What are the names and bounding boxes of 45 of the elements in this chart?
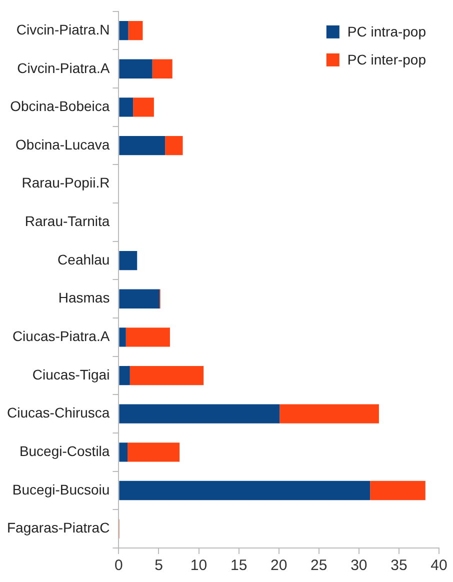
y-tick-label: Obcina-Bobeica <box>10 98 110 114</box>
bar <box>119 289 160 308</box>
y-tick-label: Ciucas-Tigai <box>32 366 110 382</box>
x-tick-label: 40 <box>430 557 448 574</box>
y-tick-label: Ceahlau <box>58 251 110 268</box>
bar <box>152 59 172 78</box>
bar <box>130 366 204 386</box>
x-tick-label: 25 <box>310 557 328 574</box>
bar <box>119 250 138 270</box>
bar <box>165 136 183 156</box>
y-tick-label: Rarau-Tarnita <box>24 213 110 230</box>
bar <box>119 480 370 500</box>
bar <box>128 442 180 462</box>
y-tick-label: Ciucas-Chirusca <box>7 404 110 421</box>
x-tick-label: 35 <box>390 557 408 574</box>
bar <box>128 20 143 40</box>
bar <box>119 328 126 347</box>
y-tick-label: Rarau-Popii.R <box>22 174 110 191</box>
x-tick-label: 15 <box>230 557 248 574</box>
x-tick-label: 30 <box>350 557 368 574</box>
y-tick-label: Bucegi-Bucsoiu <box>12 481 110 498</box>
y-tick-label: Obcina-Lucava <box>16 136 110 152</box>
bar <box>119 98 134 117</box>
bar <box>280 404 379 424</box>
y-tick-label: Bucegi-Costila <box>19 443 110 460</box>
bar <box>126 328 170 347</box>
y-tick-label: Fagaras-PiatraC <box>7 520 110 536</box>
bar <box>119 366 130 386</box>
bar <box>119 442 128 462</box>
bar <box>119 136 166 156</box>
bar <box>119 404 280 424</box>
x-tick-label: 10 <box>190 557 208 574</box>
bar <box>133 98 154 117</box>
x-tick-label: 5 <box>154 557 163 574</box>
bar <box>119 59 152 78</box>
y-tick-label: Ciucas-Piatra.A <box>12 328 110 344</box>
y-tick-label: Hasmas <box>58 290 110 306</box>
legend-label: PC inter-pop <box>347 51 426 68</box>
x-tick-label: 20 <box>270 557 288 574</box>
y-tick-label: Civcin-Piatra.N <box>16 21 110 38</box>
bar <box>370 480 426 500</box>
legend-label: PC intra-pop <box>347 23 426 40</box>
x-tick-label: 0 <box>114 557 123 574</box>
bar <box>119 20 128 40</box>
y-tick-label: Civcin-Piatra.A <box>17 60 110 76</box>
